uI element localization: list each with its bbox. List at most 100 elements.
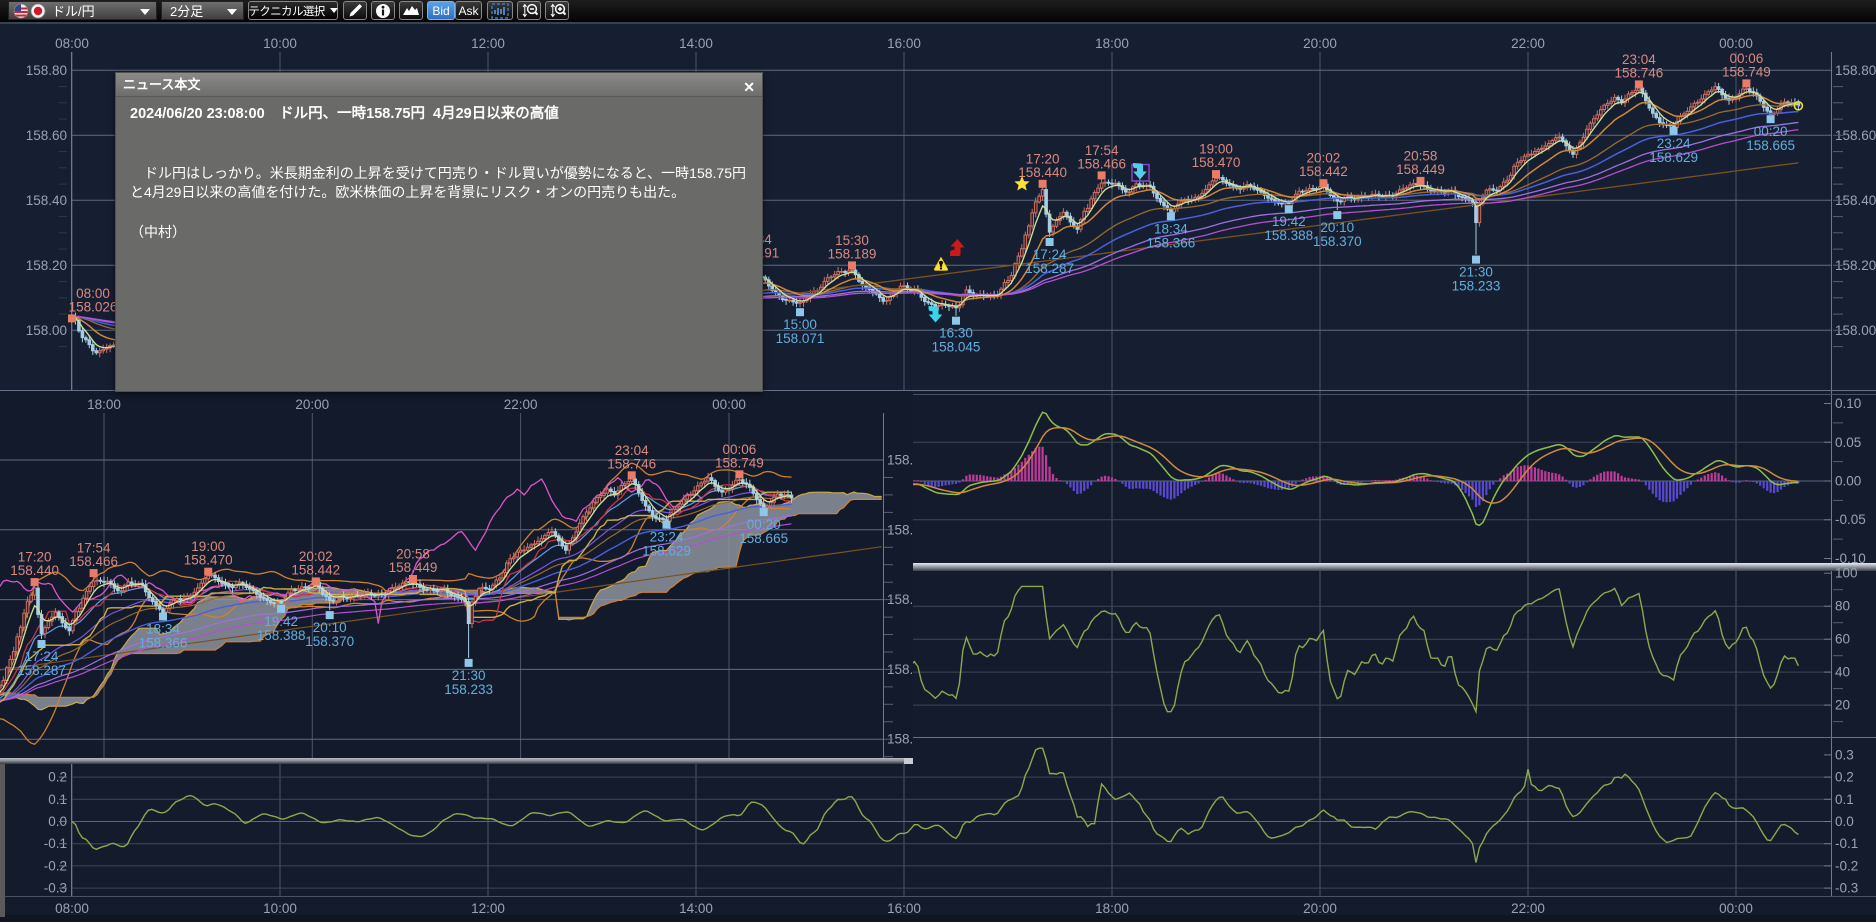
svg-text:158.233: 158.233 xyxy=(1452,279,1501,294)
svg-text:00:06: 00:06 xyxy=(1730,51,1764,66)
svg-text:0.2: 0.2 xyxy=(48,770,67,785)
svg-text:00:20: 00:20 xyxy=(747,517,781,532)
svg-text:16:30: 16:30 xyxy=(939,326,973,341)
svg-text:80: 80 xyxy=(1835,599,1850,614)
svg-text:158.045: 158.045 xyxy=(932,340,981,355)
svg-text:158.00: 158.00 xyxy=(1835,323,1876,338)
svg-text:08:00: 08:00 xyxy=(55,901,89,916)
svg-text:16:00: 16:00 xyxy=(887,36,921,51)
svg-text:158.749: 158.749 xyxy=(715,455,764,470)
svg-text:158.449: 158.449 xyxy=(1396,162,1445,177)
svg-text:17:24: 17:24 xyxy=(1033,247,1067,262)
svg-text:158.233: 158.233 xyxy=(444,682,493,697)
svg-text:00:06: 00:06 xyxy=(723,442,757,457)
svg-text:14:00: 14:00 xyxy=(679,901,713,916)
svg-text:00:00: 00:00 xyxy=(712,397,746,412)
svg-text:14:00: 14:00 xyxy=(679,36,713,51)
svg-text:158.287: 158.287 xyxy=(1025,261,1074,276)
svg-text:158.20: 158.20 xyxy=(1835,258,1876,273)
svg-text:19:42: 19:42 xyxy=(264,614,298,629)
svg-text:158.80: 158.80 xyxy=(26,63,67,78)
svg-text:158.388: 158.388 xyxy=(257,628,306,643)
svg-text:22:00: 22:00 xyxy=(1511,901,1545,916)
svg-text:17:54: 17:54 xyxy=(77,541,111,556)
svg-text:158.60: 158.60 xyxy=(26,128,67,143)
svg-text:17:20: 17:20 xyxy=(18,550,52,565)
svg-text:60: 60 xyxy=(1835,632,1850,647)
svg-text:158.440: 158.440 xyxy=(1018,165,1067,180)
svg-text:20:02: 20:02 xyxy=(1307,151,1341,166)
svg-text:17:54: 17:54 xyxy=(1085,143,1119,158)
svg-text:0.1: 0.1 xyxy=(1835,792,1854,807)
svg-text:158.629: 158.629 xyxy=(642,544,691,559)
svg-text:0.1: 0.1 xyxy=(48,792,67,807)
svg-text:0.0: 0.0 xyxy=(48,814,67,829)
svg-text:20: 20 xyxy=(1835,698,1850,713)
svg-text:158.370: 158.370 xyxy=(1313,234,1362,249)
svg-text:18:34: 18:34 xyxy=(1154,221,1188,236)
svg-text:40: 40 xyxy=(1835,665,1850,680)
svg-text:16:00: 16:00 xyxy=(887,901,921,916)
svg-text:23:04: 23:04 xyxy=(615,443,649,458)
svg-text:158.60: 158.60 xyxy=(1835,128,1876,143)
svg-text:00:20: 00:20 xyxy=(1754,124,1788,139)
svg-text:-0.3: -0.3 xyxy=(1835,881,1858,896)
svg-text:158.746: 158.746 xyxy=(1614,65,1663,80)
svg-text:18:00: 18:00 xyxy=(87,397,121,412)
svg-text:21:30: 21:30 xyxy=(1459,265,1493,280)
svg-text:22:00: 22:00 xyxy=(1511,36,1545,51)
svg-text:0.0: 0.0 xyxy=(1835,814,1854,829)
svg-text:0.10: 0.10 xyxy=(1835,396,1861,411)
svg-text:-0.05: -0.05 xyxy=(1835,512,1866,527)
svg-text:158.746: 158.746 xyxy=(607,456,656,471)
svg-text:20:10: 20:10 xyxy=(313,620,347,635)
svg-text:-0.3: -0.3 xyxy=(44,881,67,896)
svg-text:158.40: 158.40 xyxy=(26,193,67,208)
svg-text:100: 100 xyxy=(1835,566,1858,581)
svg-text:18:34: 18:34 xyxy=(146,622,180,637)
svg-text:19:00: 19:00 xyxy=(191,539,225,554)
svg-text:158.449: 158.449 xyxy=(389,560,438,575)
svg-text:19:00: 19:00 xyxy=(1199,142,1233,157)
svg-text:158.071: 158.071 xyxy=(776,331,825,346)
svg-text:23:24: 23:24 xyxy=(650,530,684,545)
svg-text:23:04: 23:04 xyxy=(1622,52,1656,67)
svg-text:-0.2: -0.2 xyxy=(1835,858,1858,873)
svg-text:158.388: 158.388 xyxy=(1264,228,1313,243)
svg-text:20:00: 20:00 xyxy=(1303,36,1337,51)
svg-text:21:30: 21:30 xyxy=(452,668,486,683)
svg-text:08:00: 08:00 xyxy=(55,36,89,51)
svg-text:08:00: 08:00 xyxy=(76,286,110,301)
svg-text:158.366: 158.366 xyxy=(1146,235,1195,250)
svg-text:19:42: 19:42 xyxy=(1272,214,1306,229)
svg-text:158.665: 158.665 xyxy=(1746,138,1795,153)
svg-text:158.366: 158.366 xyxy=(139,636,188,651)
svg-text:20:58: 20:58 xyxy=(396,547,430,562)
svg-text:158.466: 158.466 xyxy=(69,554,118,569)
svg-text:00:00: 00:00 xyxy=(1719,901,1753,916)
svg-text:158.026: 158.026 xyxy=(69,299,118,314)
svg-text:10:00: 10:00 xyxy=(263,901,297,916)
svg-text:15:30: 15:30 xyxy=(835,233,869,248)
svg-text:18:00: 18:00 xyxy=(1095,36,1129,51)
svg-text:0.05: 0.05 xyxy=(1835,435,1861,450)
svg-text:158.466: 158.466 xyxy=(1077,156,1126,171)
svg-text:158.80: 158.80 xyxy=(887,453,913,468)
svg-text:158.00: 158.00 xyxy=(26,323,67,338)
svg-text:158.442: 158.442 xyxy=(1299,164,1348,179)
svg-text:158.440: 158.440 xyxy=(10,563,59,578)
svg-text:-0.1: -0.1 xyxy=(44,836,67,851)
svg-text:-0.2: -0.2 xyxy=(44,858,67,873)
svg-text:158.749: 158.749 xyxy=(1722,64,1771,79)
svg-text:15:00: 15:00 xyxy=(783,317,817,332)
svg-text:158.370: 158.370 xyxy=(305,634,354,649)
svg-text:17:24: 17:24 xyxy=(25,649,59,664)
svg-text:20:58: 20:58 xyxy=(1404,148,1438,163)
svg-text:0.00: 0.00 xyxy=(1835,474,1861,489)
svg-text:20:02: 20:02 xyxy=(299,549,333,564)
svg-text:-0.1: -0.1 xyxy=(1835,836,1858,851)
svg-text:158.665: 158.665 xyxy=(739,531,788,546)
svg-text:12:00: 12:00 xyxy=(471,36,505,51)
svg-text:12:00: 12:00 xyxy=(471,901,505,916)
svg-text:158.470: 158.470 xyxy=(184,553,233,568)
